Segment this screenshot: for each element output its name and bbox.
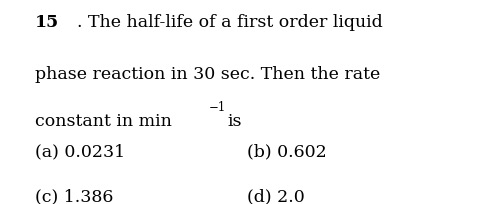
Text: (d) 2.0: (d) 2.0 xyxy=(247,188,305,204)
Text: (a) 0.0231: (a) 0.0231 xyxy=(35,143,124,160)
Text: is: is xyxy=(227,112,242,129)
Text: 15: 15 xyxy=(35,14,59,31)
Text: (c) 1.386: (c) 1.386 xyxy=(35,188,113,204)
Text: constant in min: constant in min xyxy=(35,112,171,129)
Text: (b) 0.602: (b) 0.602 xyxy=(247,143,327,160)
Text: . The half-life of a first order liquid: . The half-life of a first order liquid xyxy=(77,14,382,31)
Text: phase reaction in 30 sec. Then the rate: phase reaction in 30 sec. Then the rate xyxy=(35,65,380,82)
Text: −1: −1 xyxy=(208,101,226,114)
